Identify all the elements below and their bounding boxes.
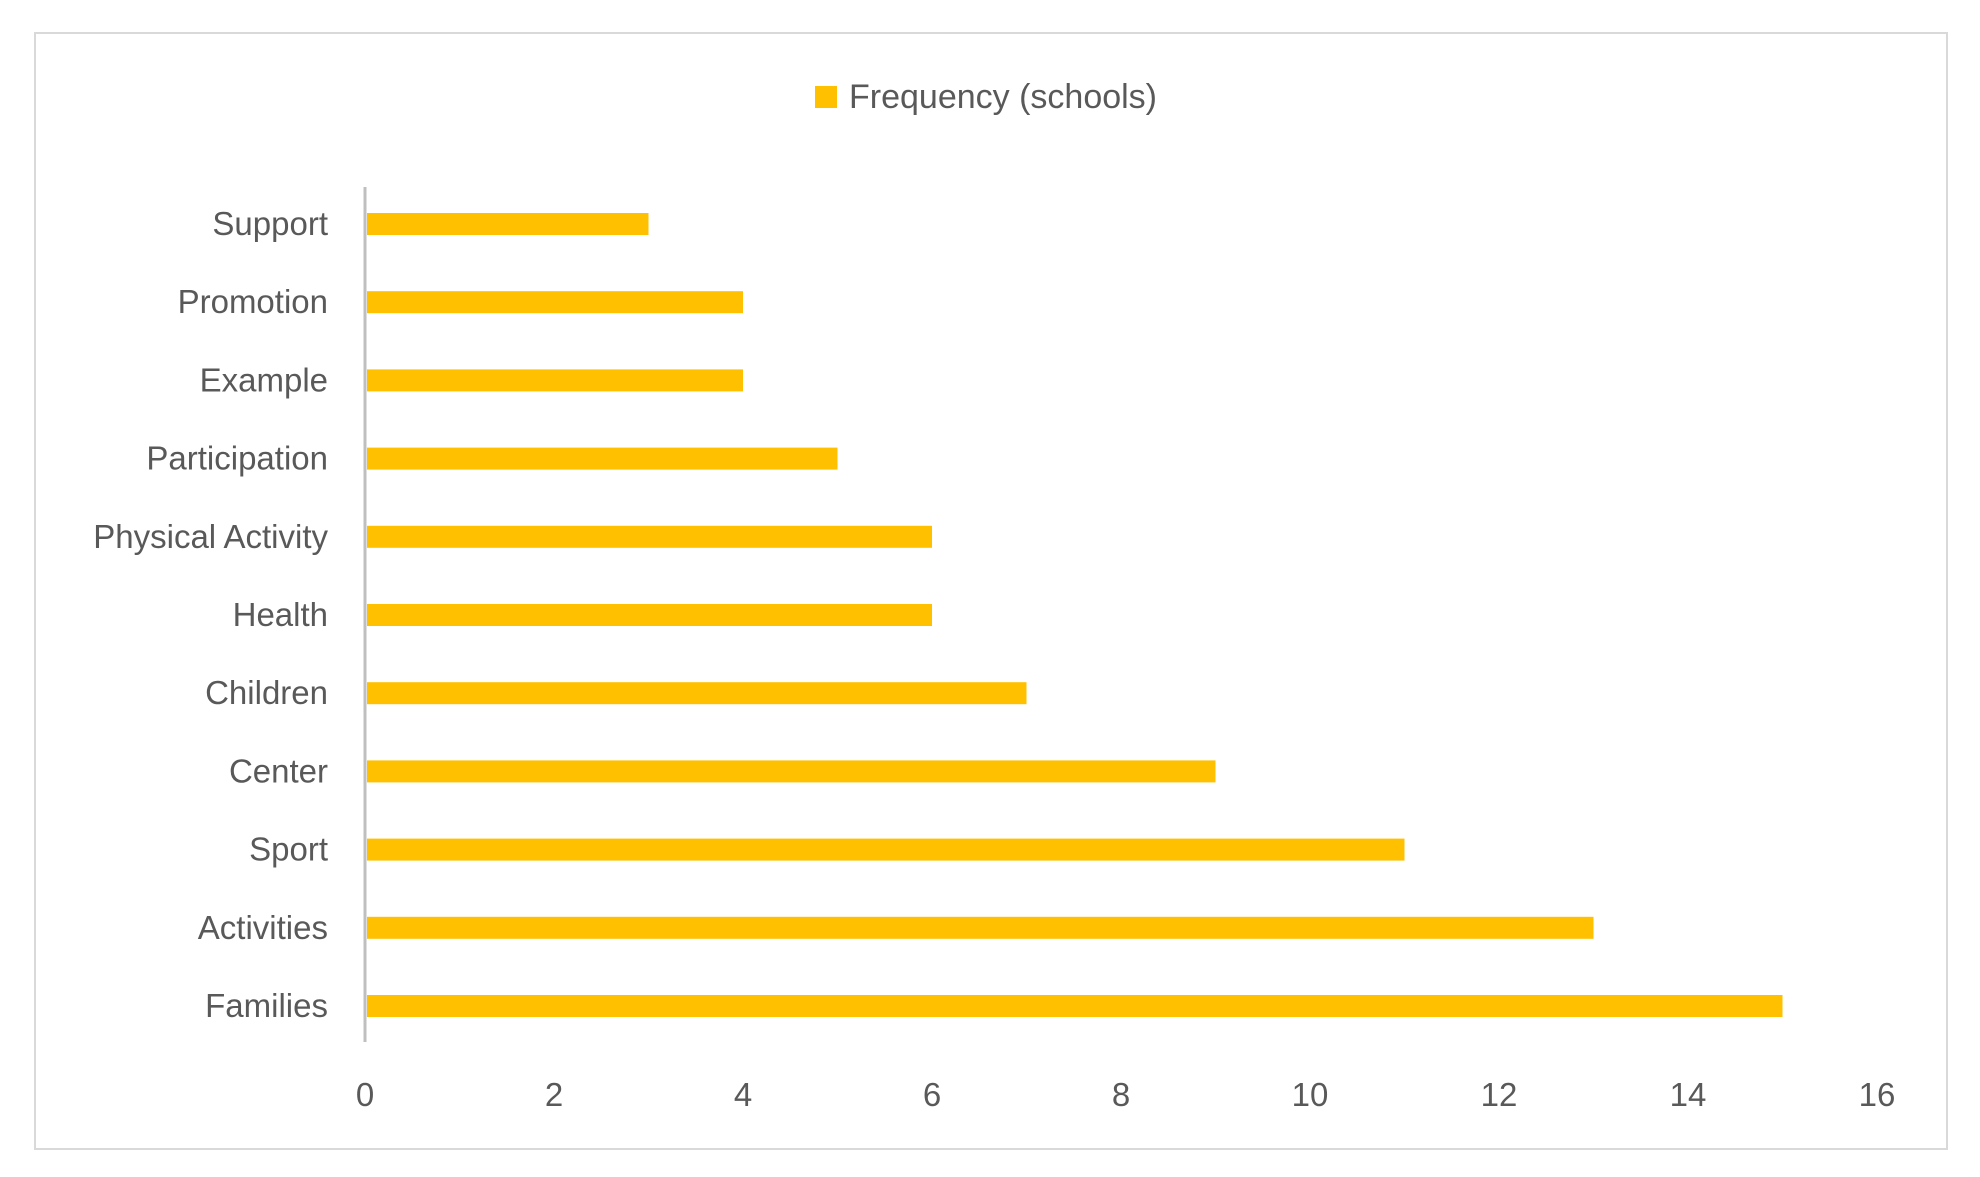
bar-example — [367, 369, 743, 392]
legend: Frequency (schools) — [815, 72, 1157, 122]
bar-health — [367, 604, 932, 626]
category-label: Participation — [146, 440, 328, 477]
category-label: Families — [205, 987, 328, 1024]
category-label: Example — [200, 361, 328, 398]
bar-activities — [367, 916, 1594, 939]
bar-physical-activity — [367, 525, 932, 548]
x-tick-label: 0 — [356, 1076, 374, 1113]
category-label: Physical Activity — [93, 518, 328, 555]
bar-promotion — [367, 291, 743, 314]
x-tick-label: 16 — [1859, 1076, 1896, 1113]
x-tick-label: 14 — [1670, 1076, 1707, 1113]
x-tick-label: 10 — [1292, 1076, 1329, 1113]
category-label: Children — [205, 674, 328, 711]
bar-support — [367, 213, 649, 235]
legend-swatch — [815, 86, 837, 108]
category-label: Center — [229, 752, 328, 789]
bar-sport — [367, 838, 1405, 861]
category-label: Activities — [198, 909, 328, 946]
x-tick-label: 6 — [923, 1076, 941, 1113]
bar-participation — [367, 447, 838, 470]
bar-children — [367, 682, 1027, 705]
category-label: Health — [233, 596, 328, 633]
bar-families — [367, 995, 1783, 1017]
chart-frame — [34, 32, 1948, 1150]
x-tick-label: 4 — [734, 1076, 752, 1113]
x-tick-label: 8 — [1112, 1076, 1130, 1113]
category-label: Sport — [249, 831, 328, 868]
legend-label: Frequency (schools) — [849, 77, 1158, 116]
x-tick-label: 2 — [545, 1076, 563, 1113]
x-tick-label: 12 — [1481, 1076, 1518, 1113]
bar-center — [367, 760, 1216, 783]
category-label: Promotion — [178, 283, 328, 320]
category-label: Support — [212, 205, 328, 242]
